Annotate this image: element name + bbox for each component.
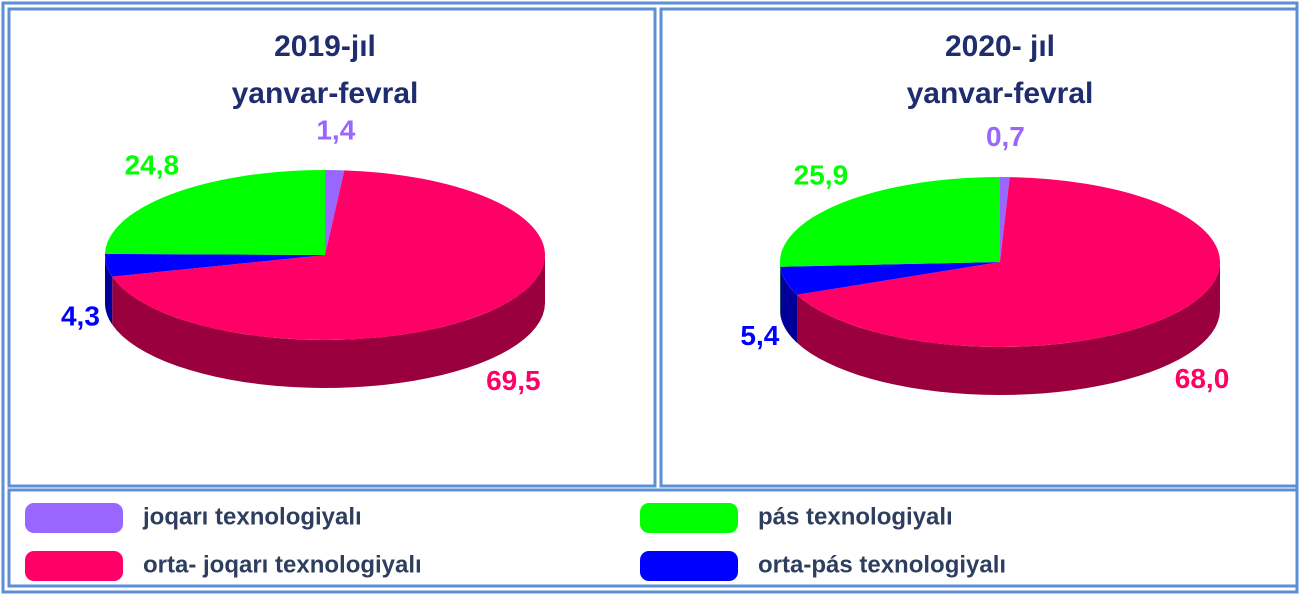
legend-swatch [640, 551, 738, 581]
data-label: 25,9 [794, 160, 849, 191]
data-label: 4,3 [61, 300, 100, 331]
pie-slice [780, 177, 1000, 267]
data-label: 1,4 [316, 114, 355, 145]
slice-side [797, 262, 1220, 395]
chart-subtitle: yanvar-fevral [907, 77, 1094, 110]
pie-slice [105, 170, 326, 255]
chart-title: 2020- jıl [945, 30, 1055, 63]
pie-slice [325, 170, 345, 255]
legend-swatch [640, 503, 738, 533]
pie-slice [1000, 177, 1010, 262]
slice-side [105, 255, 113, 325]
data-label: 68,0 [1175, 363, 1230, 394]
pie-slice [112, 170, 545, 340]
chart-title: 2019-jıl [274, 30, 376, 63]
legend-swatch [25, 551, 123, 581]
data-label: 5,4 [740, 320, 779, 351]
legend-label: pás texnologiyalı [758, 503, 953, 530]
slice-side [780, 266, 798, 343]
right-panel-frame [659, 7, 1299, 488]
data-label: 0,7 [986, 121, 1025, 152]
legend-frame [7, 488, 1299, 588]
legend-label: joqarı texnologiyalı [142, 503, 362, 530]
pie-slice [797, 177, 1220, 347]
data-label: 69,5 [486, 365, 541, 396]
legend-swatch [25, 503, 123, 533]
left-panel-frame [7, 7, 657, 488]
data-label: 24,8 [125, 150, 180, 181]
pie-slice [780, 262, 1000, 295]
legend-label: orta-pás texnologiyalı [758, 551, 1006, 578]
legend-label: orta- joqarı texnologiyalı [143, 551, 422, 578]
pie-slice [105, 253, 325, 277]
slice-side [112, 255, 545, 388]
chart-subtitle: yanvar-fevral [232, 77, 419, 110]
